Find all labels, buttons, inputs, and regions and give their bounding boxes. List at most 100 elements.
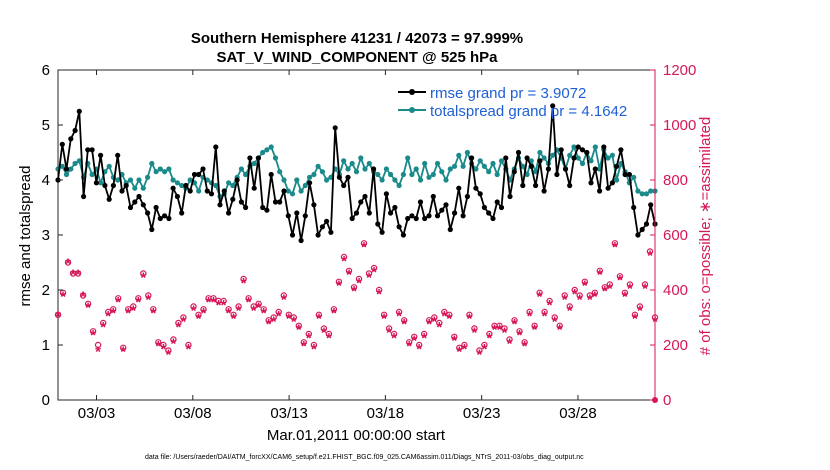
obs-possible-point [421,330,428,338]
obs-assimilated-point: * [351,283,357,300]
chart-title-line2: SAT_V_WIND_COMPONENT @ 525 hPa [216,49,498,66]
left-y-axis-label: rmse and totalspread [17,166,34,307]
rmse-point [136,193,142,200]
obs-assimilated-point: * [446,311,452,328]
obs-assimilated-point: * [597,267,603,284]
obs-assimilated-point: * [256,300,262,317]
right-y-axis-label: # of obs: o=possible; ∗=assimilated [697,117,714,356]
obs-possible-point [94,341,102,349]
rmse-point [243,204,249,211]
rmse-point [200,166,206,172]
rmse-point [554,171,560,178]
rmse-point [507,193,513,200]
rmse-point [439,207,445,213]
rmse-point [562,166,569,172]
rmse-point [405,215,411,222]
x-tick-label: 03/23 [463,405,501,422]
rmse-point [63,166,70,172]
obs-possible-point [446,311,453,318]
obs-possible-point [175,319,182,327]
rmse-point [486,210,492,216]
obs-possible-point [526,308,533,316]
obs-assimilated-point: * [105,308,111,325]
obs-possible-point [561,292,568,299]
obs-assimilated-point: * [426,316,432,333]
obs-possible-point [511,317,518,324]
obs-possible-point [119,344,127,351]
obs-possible-point [461,341,468,349]
rmse-point [469,155,475,161]
obs-possible-point [591,289,599,296]
obs-assimilated-point: * [321,324,327,341]
rmse-point [89,147,95,153]
obs-assimilated-point: * [481,341,487,358]
obs-assimilated-point: * [607,280,613,297]
rmse-point [460,213,466,219]
obs-assimilated-point: * [572,286,578,303]
rmse-point [639,226,645,233]
obs-assimilated-point: * [562,291,568,308]
obs-possible-point [99,319,107,327]
rmse-point [191,171,198,178]
obs-assimilated-point: * [301,338,307,355]
rmse-point [196,171,202,178]
rmse-point [162,213,168,219]
obs-assimilated-point: * [431,313,437,330]
obs-assimilated-point: * [587,291,593,308]
obs-possible-point [240,275,247,283]
obs-assimilated-point: * [276,308,282,325]
rmse-point [59,141,65,147]
totalspread-point [76,158,82,164]
totalspread-point [392,177,398,183]
right-y-tick-label: 1000 [663,117,696,134]
totalspread-point [298,188,304,194]
obs-assimilated-point: * [281,291,287,308]
obs-assimilated-point: * [311,341,317,358]
rmse-point [183,182,189,189]
totalspread-point [358,155,364,161]
obs-assimilated-point: * [647,247,653,264]
obs-possible-point [180,314,187,321]
rmse-point [558,147,564,153]
obs-assimilated-point: * [406,338,412,355]
data-file-footer: data file: /Users/raeder/DAI/ATM_forcXX/… [145,454,584,461]
obs-possible-point [290,314,297,321]
right-y-tick-label: 1200 [663,62,696,79]
obs-possible-point [124,306,132,313]
rmse-point [413,215,419,222]
rmse-point [353,210,360,216]
legend-rmse-label: rmse grand pr = 3.9072 [430,85,586,102]
obs-assimilated-point: * [486,330,492,347]
totalspread-point [238,166,244,172]
rmse-point [618,147,624,153]
rmse-point [371,166,377,172]
rmse-point [443,202,449,208]
obs-possible-point [401,317,408,324]
rmse-point [345,174,351,180]
obs-assimilated-point: * [196,311,202,328]
obs-possible-point [330,306,338,313]
rmse-point [238,199,244,205]
totalspread-point [353,169,360,175]
obs-assimilated-point: * [391,330,397,347]
obs-assimilated-point: * [251,302,257,319]
obs-assimilated-point: * [456,344,462,361]
obs-possible-point [345,267,353,274]
rmse-point [456,185,462,191]
obs-possible-point [451,333,458,340]
obs-assimilated-point: * [271,313,277,330]
totalspread-point [426,174,432,180]
obs-possible-point [596,267,604,274]
obs-assimilated-point: * [100,319,106,336]
rmse-point [584,149,590,156]
totalspread-point [447,166,453,172]
left-y-tick-label: 5 [42,117,50,134]
obs-assimilated-point: * [201,305,207,322]
right-y-tick-label: 400 [663,282,688,299]
obs-assimilated-point: * [637,302,643,319]
obs-assimilated-point: * [492,322,498,339]
obs-possible-point [74,270,82,277]
obs-assimilated-point: * [471,324,477,341]
obs-assimilated-point: * [175,319,181,336]
totalspread-point [396,182,402,189]
